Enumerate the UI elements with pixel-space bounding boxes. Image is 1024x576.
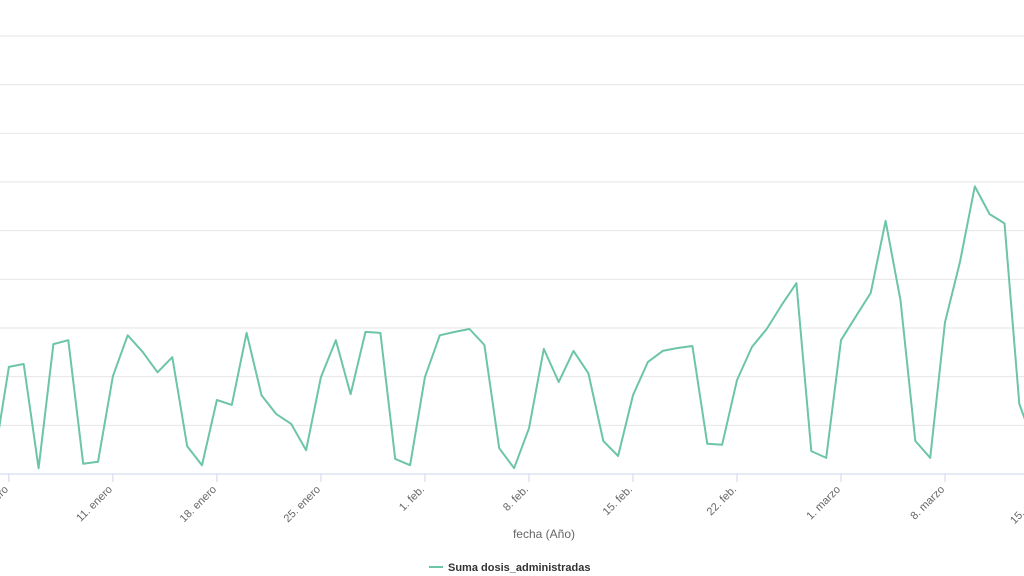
x-tick-label: 22. feb.	[705, 484, 739, 518]
x-tick-label: 15. feb.	[601, 484, 635, 518]
x-tick-label: 4. enero	[0, 484, 11, 521]
x-tick-label: 15. marzo	[1008, 484, 1024, 527]
legend-label: Suma dosis_administradas	[448, 562, 590, 574]
series-line	[0, 185, 1024, 470]
x-tick-label: 18. enero	[178, 484, 219, 525]
x-tick-label: 8. feb.	[501, 484, 531, 514]
x-tick-label: 11. enero	[74, 484, 115, 525]
x-axis-title: fecha (Año)	[513, 527, 575, 541]
x-tick-label: 8. marzo	[908, 484, 947, 523]
x-tick-label: 25. enero	[282, 484, 323, 525]
x-tick-label: 1. marzo	[804, 484, 843, 523]
x-tick-label: 1. feb.	[397, 484, 427, 514]
